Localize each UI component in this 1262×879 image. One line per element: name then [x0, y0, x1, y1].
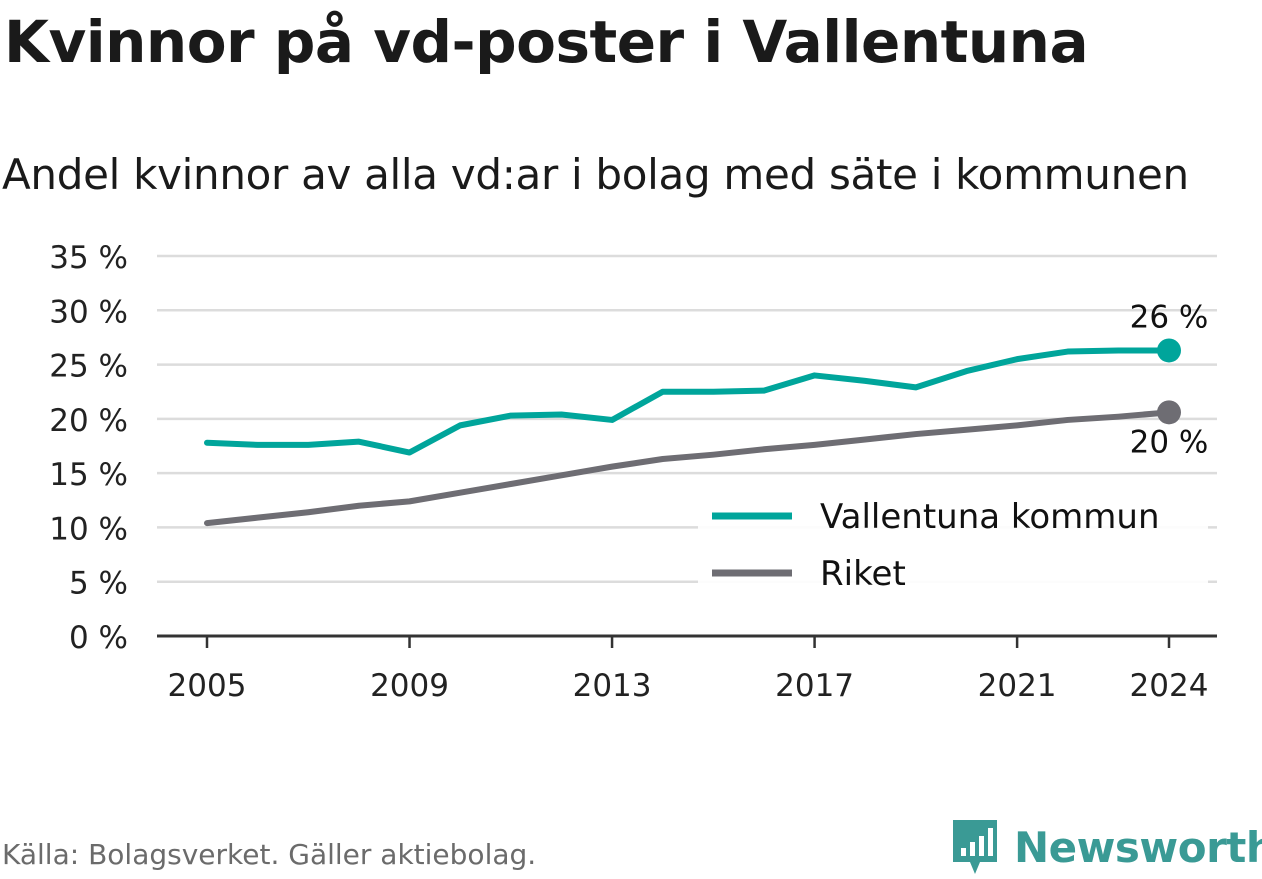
y-axis-ticks: 0 % 5 % 10 % 15 % 20 % 25 % 30 % 35 % — [49, 240, 128, 656]
x-tick-label: 2024 — [1130, 668, 1209, 704]
legend-label: Vallentuna kommun — [820, 497, 1160, 537]
x-tick-label: 2005 — [168, 668, 247, 704]
end-value-label: 26 % — [1130, 299, 1209, 335]
brand-logo: Newsworthy — [950, 818, 1262, 876]
y-tick-label: 30 % — [49, 294, 128, 330]
y-tick-label: 10 % — [49, 511, 128, 547]
y-tick-label: 25 % — [49, 349, 128, 385]
x-tick-label: 2009 — [370, 668, 449, 704]
source-note: Källa: Bolagsverket. Gäller aktiebolag. — [2, 838, 537, 871]
chart-title: Kvinnor på vd-poster i Vallentuna — [4, 8, 1089, 76]
y-tick-label: 35 % — [49, 240, 128, 276]
newsworthy-icon — [953, 820, 997, 874]
end-value-label: 20 % — [1130, 424, 1209, 460]
x-tick-label: 2021 — [978, 668, 1057, 704]
x-tick-label: 2017 — [775, 668, 854, 704]
x-tick-label: 2013 — [573, 668, 652, 704]
series-lines: 26 % 20 % — [204, 299, 1209, 527]
series-line — [204, 409, 1172, 527]
x-axis-ticks: 2005 2009 2013 2017 2021 2024 — [168, 636, 1209, 704]
series-endpoint — [1157, 400, 1181, 425]
y-tick-label: 5 % — [69, 566, 128, 602]
series-endpoint — [1157, 338, 1181, 363]
y-tick-label: 15 % — [49, 457, 128, 493]
series-line — [204, 347, 1172, 456]
y-tick-label: 0 % — [69, 620, 128, 656]
chart-subtitle: Andel kvinnor av alla vd:ar i bolag med … — [2, 150, 1189, 199]
legend-label: Riket — [820, 554, 906, 594]
gridlines — [157, 254, 1217, 583]
y-tick-label: 20 % — [49, 403, 128, 439]
legend: Vallentuna kommun Riket — [698, 488, 1208, 610]
legend-background — [698, 488, 1208, 610]
brand-name: Newsworthy — [1014, 822, 1262, 872]
